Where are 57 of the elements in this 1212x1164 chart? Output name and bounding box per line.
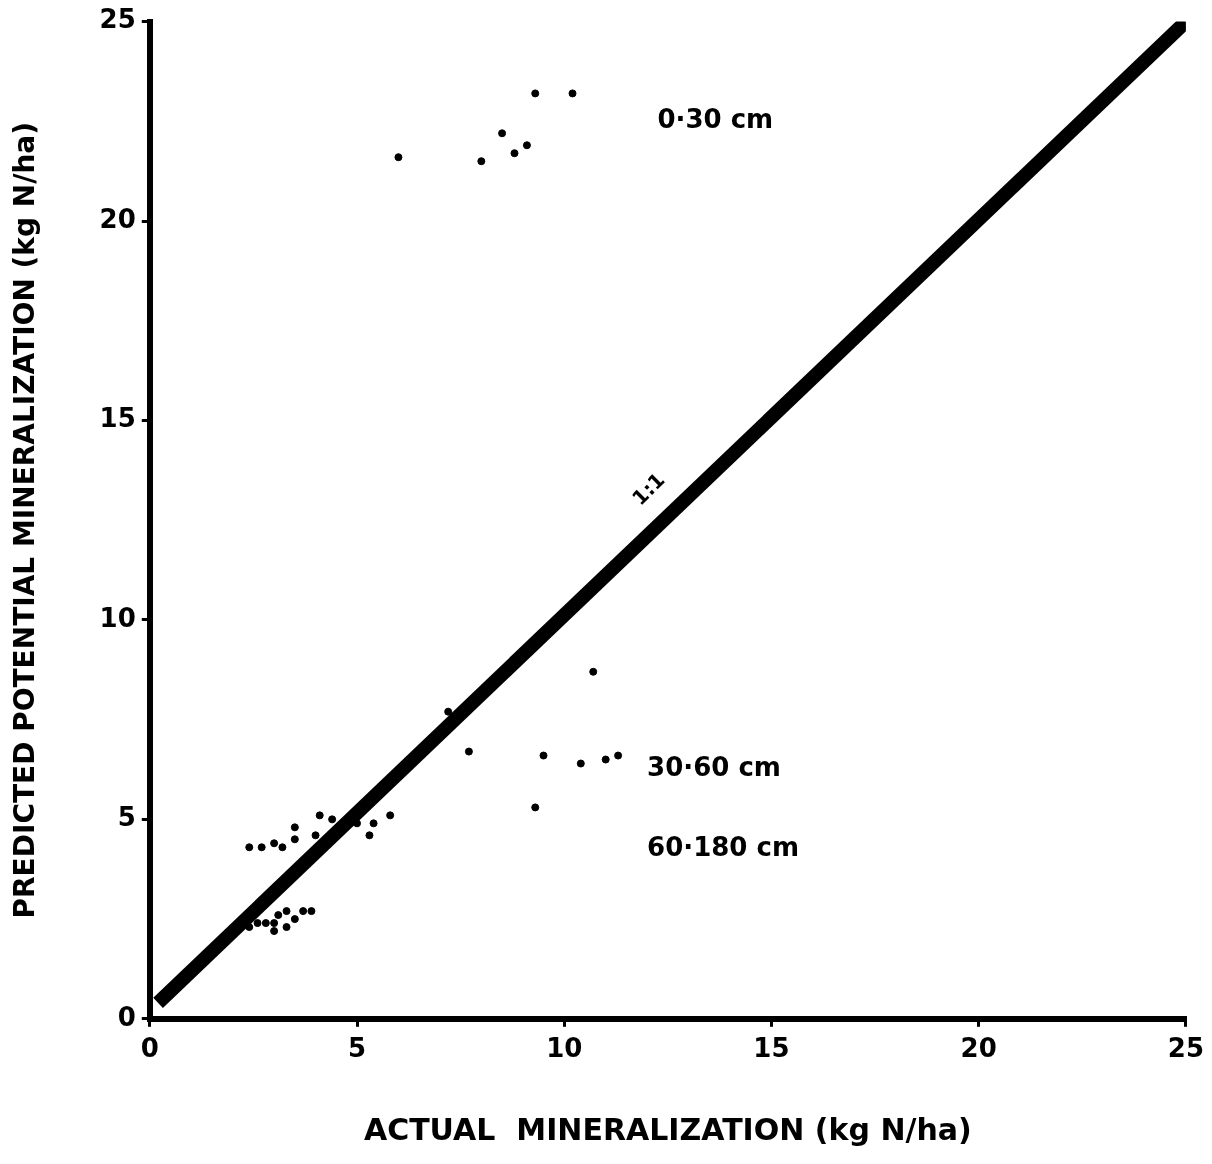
point xyxy=(386,811,395,820)
point xyxy=(274,911,283,920)
y-axis-title: PREDICTED POTENTIAL MINERALIZATION (kg N/ha) xyxy=(8,121,42,919)
point xyxy=(576,759,585,768)
point xyxy=(477,157,486,166)
point xyxy=(531,803,540,812)
y-tick-label: 5 xyxy=(117,802,136,833)
x-tick-label: 0 xyxy=(140,1033,159,1064)
point xyxy=(522,141,531,150)
x-axis-title: ACTUAL MINERALIZATION (kg N/ha) xyxy=(363,1111,972,1147)
point xyxy=(353,819,362,828)
point xyxy=(290,915,299,924)
point xyxy=(589,667,598,676)
point xyxy=(299,907,308,916)
annotation: 30·60 cm xyxy=(647,752,781,783)
point xyxy=(315,811,324,820)
x-tick-label: 5 xyxy=(347,1033,367,1064)
y-tick-label: 25 xyxy=(99,4,136,35)
point xyxy=(270,919,279,928)
point xyxy=(245,923,254,932)
point xyxy=(290,835,299,844)
point xyxy=(531,89,540,98)
point xyxy=(270,839,279,848)
y-tick-label: 20 xyxy=(99,203,136,234)
y-tick-label: 10 xyxy=(99,602,136,633)
point xyxy=(261,919,270,928)
point xyxy=(278,843,287,852)
point xyxy=(257,843,266,852)
point xyxy=(539,751,548,760)
x-tick-label: 20 xyxy=(960,1033,997,1064)
point xyxy=(270,927,279,936)
point xyxy=(601,755,610,764)
point xyxy=(614,751,623,760)
point xyxy=(394,153,403,162)
annotation: 1:1 xyxy=(627,467,670,510)
point xyxy=(498,129,507,138)
point xyxy=(464,747,473,756)
point xyxy=(369,819,378,828)
annotation: 0·30 cm xyxy=(657,104,774,135)
point xyxy=(328,815,337,824)
point xyxy=(444,707,453,716)
point xyxy=(282,923,291,932)
x-tick-label: 25 xyxy=(1167,1033,1204,1064)
point xyxy=(365,831,374,840)
x-tick-label: 10 xyxy=(546,1033,583,1064)
y-tick-label: 15 xyxy=(99,403,136,434)
point xyxy=(311,831,320,840)
y-tick-label: 0 xyxy=(117,1001,136,1032)
point xyxy=(510,149,519,158)
point xyxy=(307,907,316,916)
point xyxy=(253,919,262,928)
annotation: 60·180 cm xyxy=(647,832,800,863)
x-tick-label: 15 xyxy=(753,1033,790,1064)
point xyxy=(282,907,291,916)
point xyxy=(290,823,299,832)
point xyxy=(568,89,577,98)
point xyxy=(245,843,254,852)
